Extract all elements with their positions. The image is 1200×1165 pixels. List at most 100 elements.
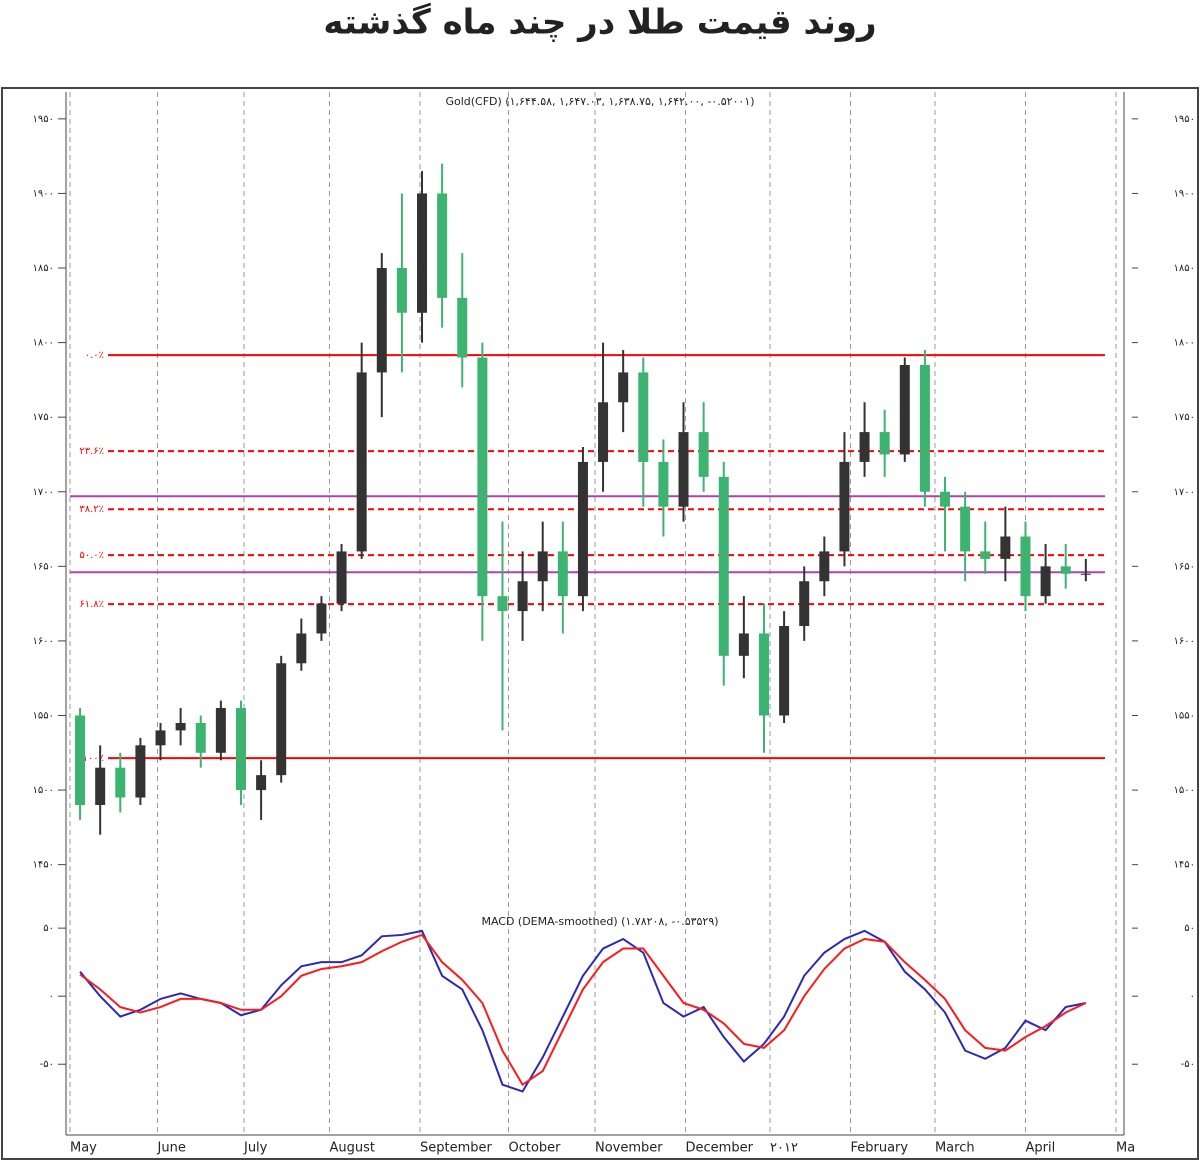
candle-body xyxy=(276,663,287,776)
candle-body xyxy=(477,357,488,597)
candle-body xyxy=(1000,536,1011,559)
y-tick-label: ۱۹۵۰ xyxy=(1174,114,1195,125)
y-tick-label: ۱۶۵۰ xyxy=(1174,561,1195,572)
candle-body xyxy=(175,722,186,731)
y-tick-label: ۵۰ xyxy=(1184,923,1195,934)
fib-label: ۱۰۰٪ xyxy=(83,753,104,764)
candle-body xyxy=(215,708,226,753)
y-tick-label: ۱۸۰۰ xyxy=(33,338,54,349)
candle-body xyxy=(960,506,971,552)
candle-body xyxy=(256,775,267,791)
candle-body xyxy=(799,581,810,626)
fib-label: ۳۸.۲٪ xyxy=(79,504,104,515)
y-tick-label: ۱۵۵۰ xyxy=(33,710,54,721)
y-tick-label: ۱۶۰۰ xyxy=(1174,636,1195,647)
x-tick-label: October xyxy=(509,1141,562,1156)
frame xyxy=(1,87,1199,1160)
y-tick-label: ۱۸۵۰ xyxy=(1174,263,1195,274)
candle-body xyxy=(658,461,669,507)
candle-body xyxy=(155,730,166,746)
x-tick-label: February xyxy=(850,1141,908,1156)
candle-body xyxy=(235,708,246,791)
x-tick-label: Ma xyxy=(1116,1141,1135,1156)
y-tick-label: ۱۷۰۰ xyxy=(33,487,54,498)
fib-label: ۶۱.۸٪ xyxy=(79,599,104,610)
candle-body xyxy=(316,603,327,634)
candle-body xyxy=(376,268,387,373)
candle-body xyxy=(618,372,629,403)
macd-line xyxy=(79,933,1087,1087)
y-tick-label: ۱۹۵۰ xyxy=(33,114,54,125)
y-tick-label: ۱۴۵۰ xyxy=(33,860,54,871)
candle-body xyxy=(537,551,548,582)
fib-label: ۲۳.۶٪ xyxy=(79,446,104,457)
candle-body xyxy=(980,551,991,559)
candle-body xyxy=(598,402,609,462)
candle-body xyxy=(135,745,146,798)
y-tick-label: ۱۸۵۰ xyxy=(33,263,54,274)
y-tick-label: -۵۰ xyxy=(1181,1059,1195,1070)
candle-body xyxy=(417,193,428,313)
y-tick-label: ۰ xyxy=(1190,991,1195,1002)
candle-body xyxy=(517,581,528,612)
candle-body xyxy=(678,432,689,507)
y-tick-label: ۱۵۰۰ xyxy=(33,785,54,796)
candle-body xyxy=(396,268,407,313)
x-tick-label: July xyxy=(243,1141,268,1156)
x-tick-label: August xyxy=(329,1141,375,1156)
candle-body xyxy=(437,193,448,298)
candle-body xyxy=(859,432,870,462)
x-tick-label: March xyxy=(935,1141,975,1156)
x-tick-label: April xyxy=(1025,1141,1055,1156)
candle-body xyxy=(1060,566,1071,574)
x-tick-label: May xyxy=(70,1141,97,1156)
y-tick-label: ۱۹۰۰ xyxy=(1174,188,1195,199)
candle-body xyxy=(1080,573,1091,575)
fib-label: ۵۰.۰٪ xyxy=(79,550,104,561)
candle-body xyxy=(296,633,307,664)
candle-body xyxy=(577,461,588,597)
candle-body xyxy=(839,461,850,552)
y-tick-label: ۱۷۵۰ xyxy=(1174,412,1195,423)
y-tick-label: ۱۵۰۰ xyxy=(1174,785,1195,796)
y-tick-label: ۱۶۵۰ xyxy=(33,561,54,572)
y-tick-label: ۱۷۵۰ xyxy=(33,412,54,423)
candle-body xyxy=(497,596,508,612)
candle-body xyxy=(75,715,86,805)
y-tick-label: ۱۴۵۰ xyxy=(1174,860,1195,871)
x-tick-label: December xyxy=(686,1141,754,1156)
price-legend: Gold(CFD) (۱,۶۴۴.۵۸, ۱,۶۴۷.۰۳, ۱,۶۳۸.۷۵,… xyxy=(445,95,754,108)
candle-body xyxy=(95,767,106,805)
y-tick-label: ۱۵۵۰ xyxy=(1174,710,1195,721)
y-tick-label: ۵۰ xyxy=(43,923,54,934)
candle-body xyxy=(1020,536,1031,597)
x-tick-label: ۲۰۱۲ xyxy=(770,1141,798,1156)
candle-body xyxy=(940,491,951,507)
candle-body xyxy=(336,551,347,604)
candle-body xyxy=(899,364,910,455)
y-tick-label: ۱۶۰۰ xyxy=(33,636,54,647)
macd-legend: MACD (DEMA-smoothed) (۱.۷۸۲۰۸, -۰.۵۳۵۲۹) xyxy=(481,915,718,928)
candle-body xyxy=(879,432,890,455)
candle-body xyxy=(919,364,930,492)
candle-body xyxy=(115,767,126,798)
macd-line xyxy=(79,929,1087,1093)
candle-body xyxy=(457,297,468,358)
candle-body xyxy=(698,432,709,477)
candle-body xyxy=(718,476,729,656)
fib-label: ۰.۰٪ xyxy=(85,350,104,361)
x-tick-label: June xyxy=(157,1141,186,1156)
candle-body xyxy=(779,625,790,716)
y-tick-label: ۰ xyxy=(49,991,54,1002)
y-tick-label: ۱۹۰۰ xyxy=(33,188,54,199)
x-tick-label: November xyxy=(595,1141,663,1156)
candle-body xyxy=(638,372,649,462)
y-tick-label: ۱۷۰۰ xyxy=(1174,487,1195,498)
candle-body xyxy=(557,551,568,597)
candle-body xyxy=(356,372,367,552)
y-tick-label: ۱۸۰۰ xyxy=(1174,338,1195,349)
chart-title: روند قیمت طلا در چند ماه گذشته xyxy=(323,3,876,43)
candle-body xyxy=(1040,566,1051,597)
candle-body xyxy=(819,551,830,582)
